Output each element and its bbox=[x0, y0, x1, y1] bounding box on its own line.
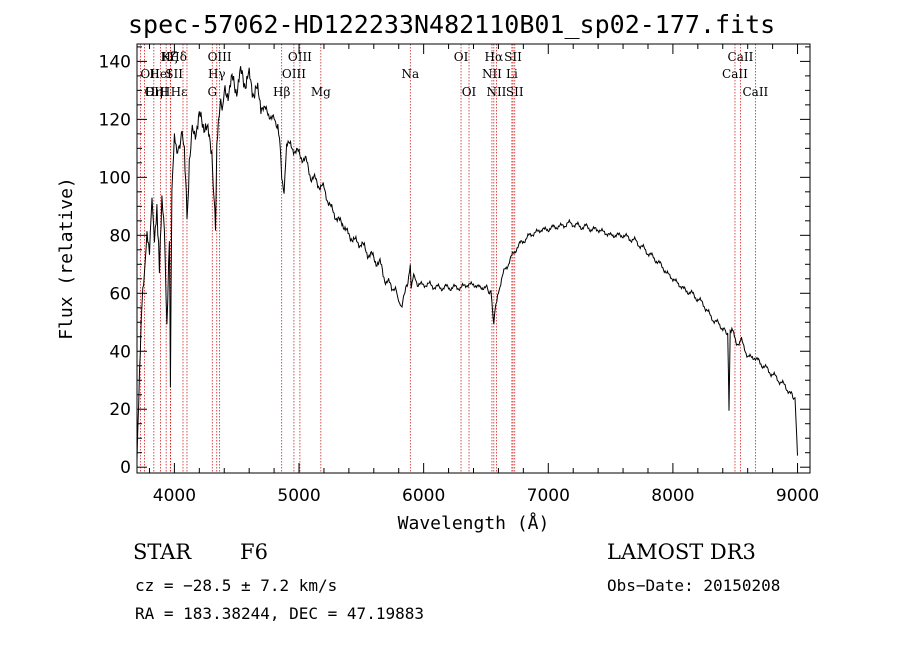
y-tick-label: 80 bbox=[109, 226, 131, 246]
y-axis-ticks: 0 20 40 60 80 100 120 140 bbox=[99, 46, 810, 478]
x-tick-label: 8000 bbox=[651, 486, 694, 506]
coordinates: RA = 183.38244, DEC = 47.19883 bbox=[135, 604, 424, 623]
marker-label-4: Hη bbox=[145, 85, 163, 99]
marker-label-14: OIII bbox=[288, 50, 312, 64]
y-tick-label: 0 bbox=[120, 458, 131, 478]
y-tick-label: 60 bbox=[109, 284, 131, 304]
marker-label-3: OIII bbox=[144, 85, 168, 99]
chart-title: spec-57062-HD122233N482110B01_sp02-177.f… bbox=[128, 10, 776, 39]
marker-label-24: NII bbox=[486, 85, 506, 99]
marker-label-7: K bbox=[162, 50, 172, 64]
x-axis-ticks: 4000 5000 6000 7000 8000 9000 bbox=[148, 44, 819, 506]
y-tick-label: 40 bbox=[109, 342, 131, 362]
marker-label-15: OIII bbox=[282, 67, 306, 81]
survey-name: LAMOST DR3 bbox=[607, 540, 756, 564]
x-tick-label: 5000 bbox=[277, 486, 320, 506]
spectral-line-markers bbox=[139, 44, 756, 473]
marker-label-20: Hα bbox=[485, 50, 504, 64]
marker-label-5: Hε bbox=[171, 85, 188, 99]
x-tick-label: 9000 bbox=[776, 486, 819, 506]
observation-date: Obs−Date: 20150208 bbox=[607, 576, 781, 595]
marker-label-12: G bbox=[207, 85, 217, 99]
y-tick-label: 120 bbox=[99, 110, 131, 130]
marker-label-17: Na bbox=[401, 67, 419, 81]
marker-label-18: OI bbox=[454, 50, 469, 64]
x-tick-label: 7000 bbox=[527, 486, 570, 506]
spectrum-series-line bbox=[136, 66, 798, 460]
marker-label-9: SII bbox=[165, 67, 183, 81]
marker-label-1: OII bbox=[140, 67, 160, 81]
y-tick-label: 20 bbox=[109, 400, 131, 420]
marker-label-13: Hβ bbox=[273, 85, 290, 99]
y-axis-label: Flux (relative) bbox=[56, 177, 77, 340]
marker-label-6: H bbox=[160, 85, 170, 99]
marker-label-23: Li bbox=[506, 67, 518, 81]
plot-frame bbox=[136, 43, 811, 474]
y-tick-label: 100 bbox=[99, 168, 131, 188]
redshift-velocity: cz = −28.5 ± 7.2 km/s bbox=[135, 576, 338, 595]
marker-label-10: OIII bbox=[208, 50, 232, 64]
marker-label-21: SII bbox=[504, 50, 522, 64]
x-tick-label: 4000 bbox=[153, 486, 196, 506]
marker-label-8: Hζ bbox=[161, 50, 178, 64]
marker-label-28: CaII bbox=[742, 85, 768, 99]
marker-label-25: SII bbox=[506, 85, 524, 99]
x-axis-label: Wavelength (Å) bbox=[398, 512, 550, 534]
marker-label-0: Hδ bbox=[169, 50, 187, 64]
marker-label-27: CaII bbox=[722, 67, 748, 81]
marker-label-19: OI bbox=[462, 85, 477, 99]
object-class: STAR bbox=[133, 540, 192, 564]
y-tick-label: 140 bbox=[99, 52, 131, 72]
marker-label-16: Mg bbox=[311, 85, 331, 99]
x-tick-label: 6000 bbox=[402, 486, 445, 506]
object-subclass: F6 bbox=[240, 540, 268, 564]
marker-label-22: NII bbox=[482, 67, 502, 81]
marker-label-26: CaII bbox=[728, 50, 754, 64]
marker-label-11: Hγ bbox=[208, 67, 226, 81]
marker-label-2: HeI bbox=[149, 67, 172, 81]
